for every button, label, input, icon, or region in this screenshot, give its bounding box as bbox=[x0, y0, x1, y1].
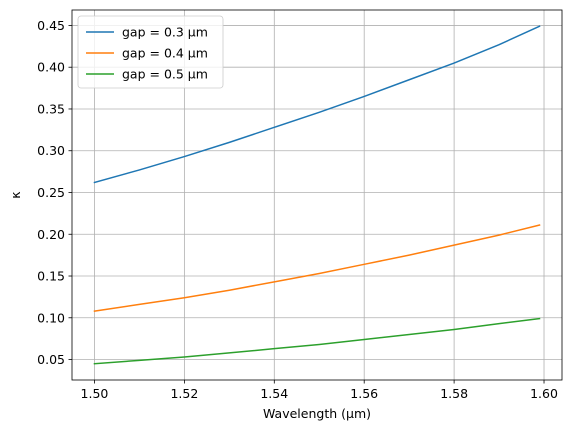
y-tick-label: 0.20 bbox=[37, 227, 65, 242]
y-tick-label: 0.15 bbox=[37, 269, 65, 284]
y-tick-label: 0.05 bbox=[37, 352, 65, 367]
plot-frame bbox=[71, 9, 563, 381]
x-tick-label: 1.60 bbox=[530, 386, 558, 401]
y-axis-ticks: 0.05 0.10 0.15 0.20 0.25 0.30 0.35 0.40 0.45 bbox=[37, 18, 72, 367]
y-tick-label: 0.40 bbox=[37, 60, 65, 75]
x-tick-label: 1.54 bbox=[260, 386, 288, 401]
legend: gap = 0.3 µm gap = 0.4 µm gap = 0.5 µm bbox=[77, 15, 224, 89]
x-axis-ticks: 1.50 1.52 1.54 1.56 1.58 1.60 bbox=[81, 380, 558, 401]
y-tick-label: 0.35 bbox=[37, 101, 65, 116]
legend-label-2: gap = 0.4 µm bbox=[122, 46, 208, 61]
y-tick-label: 0.10 bbox=[37, 310, 65, 325]
x-tick-label: 1.50 bbox=[81, 386, 109, 401]
series-line-3 bbox=[93, 317, 541, 365]
x-tick-label: 1.52 bbox=[170, 386, 198, 401]
x-tick-label: 1.58 bbox=[440, 386, 468, 401]
series-lines bbox=[93, 25, 541, 365]
series-line-2 bbox=[93, 224, 541, 312]
y-tick-label: 0.45 bbox=[37, 18, 65, 33]
series-line-1 bbox=[93, 25, 541, 184]
grid bbox=[72, 10, 562, 380]
x-axis-label: Wavelength (µm) bbox=[263, 406, 371, 421]
legend-label-1: gap = 0.3 µm bbox=[122, 25, 208, 40]
legend-box bbox=[77, 15, 224, 89]
y-axis-label: κ bbox=[8, 191, 23, 199]
legend-label-3: gap = 0.5 µm bbox=[122, 67, 208, 82]
y-tick-label: 0.25 bbox=[37, 185, 65, 200]
y-tick-label: 0.30 bbox=[37, 143, 65, 158]
x-tick-label: 1.56 bbox=[350, 386, 378, 401]
